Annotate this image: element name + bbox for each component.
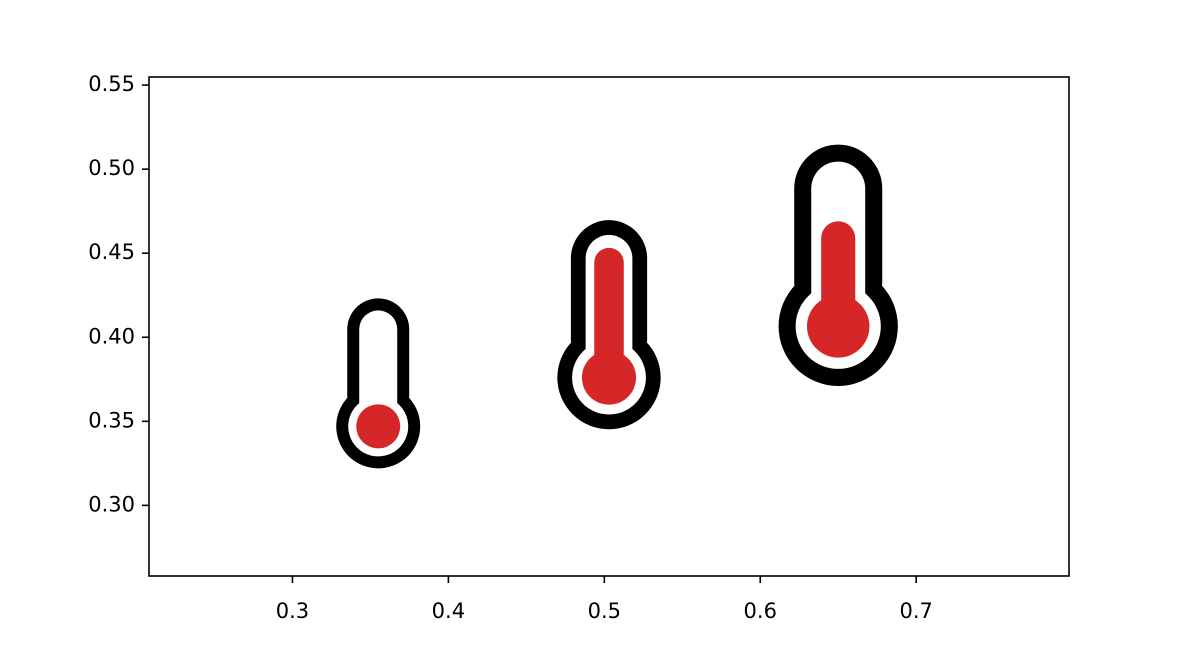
y-tick-label: 0.55 (88, 72, 135, 96)
x-tick-label: 0.4 (432, 599, 465, 623)
thermometer-level (821, 221, 856, 327)
y-tick-label: 0.45 (88, 240, 135, 264)
x-tick-label: 0.3 (276, 599, 309, 623)
axes-frame (148, 76, 1070, 577)
thermometer-level (594, 247, 624, 378)
y-tick-label: 0.30 (88, 492, 135, 516)
x-tick-label: 0.5 (588, 599, 621, 623)
thermometer-inner (359, 310, 398, 427)
y-tick-label: 0.50 (88, 156, 135, 180)
y-tick-label: 0.40 (88, 324, 135, 348)
thermometer-bulb (356, 404, 401, 449)
x-tick-label: 0.7 (899, 599, 932, 623)
x-tick-label: 0.6 (744, 599, 777, 623)
y-tick-label: 0.35 (88, 408, 135, 432)
thermometer-marker (557, 220, 661, 430)
thermometer-marker (336, 298, 421, 469)
thermometer-marker (778, 144, 898, 386)
